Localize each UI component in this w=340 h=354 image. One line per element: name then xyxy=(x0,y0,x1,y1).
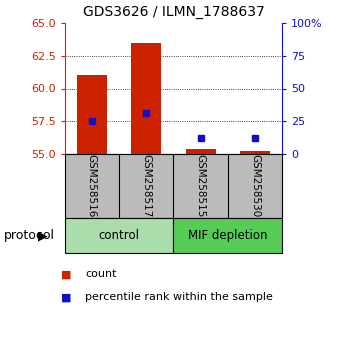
Text: ■: ■ xyxy=(61,269,72,279)
Bar xyxy=(131,42,161,154)
Text: percentile rank within the sample: percentile rank within the sample xyxy=(85,292,273,302)
Text: ▶: ▶ xyxy=(38,229,47,242)
Bar xyxy=(173,218,282,253)
Text: GSM258530: GSM258530 xyxy=(250,154,260,217)
Bar xyxy=(240,151,270,154)
Text: protocol: protocol xyxy=(3,229,54,242)
Text: GSM258517: GSM258517 xyxy=(141,154,151,218)
Bar xyxy=(77,75,107,154)
Text: control: control xyxy=(99,229,139,242)
Title: GDS3626 / ILMN_1788637: GDS3626 / ILMN_1788637 xyxy=(83,5,264,19)
Text: MIF depletion: MIF depletion xyxy=(188,229,268,242)
Bar xyxy=(65,218,173,253)
Text: ■: ■ xyxy=(61,292,72,302)
Text: count: count xyxy=(85,269,117,279)
Bar xyxy=(186,149,216,154)
Text: GSM258515: GSM258515 xyxy=(195,154,206,218)
Text: GSM258516: GSM258516 xyxy=(87,154,97,218)
